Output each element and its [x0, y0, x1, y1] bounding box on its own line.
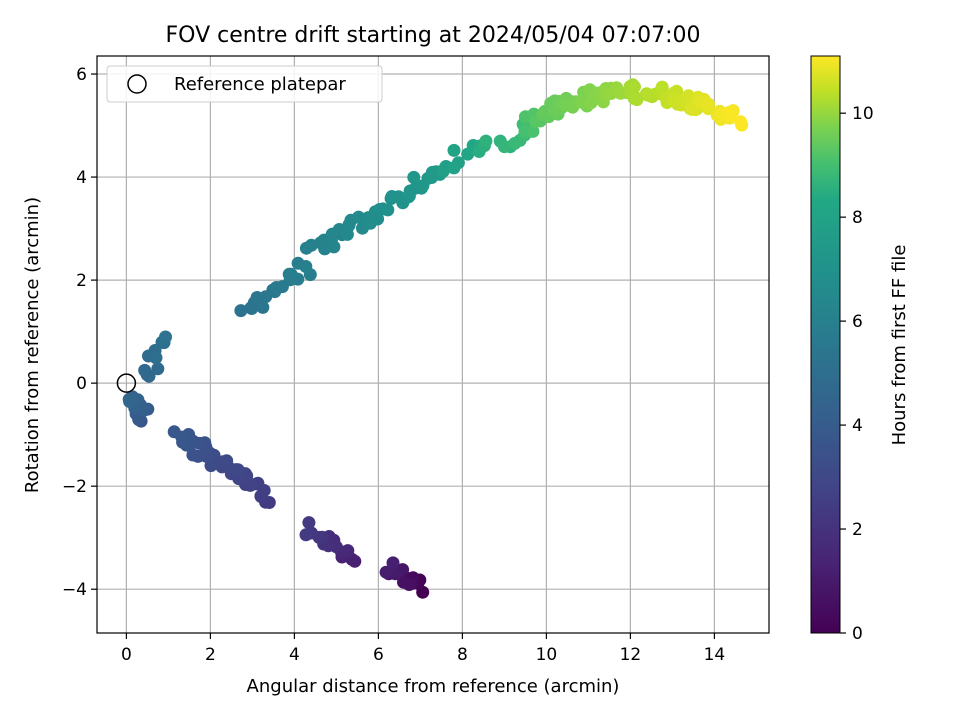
- x-tick-label: 10: [536, 645, 558, 665]
- y-tick-label: 4: [76, 168, 87, 188]
- scatter-point: [381, 203, 395, 217]
- legend-box: [106, 65, 383, 103]
- scatter-point: [167, 425, 181, 439]
- colorbar-tick-label: 0: [852, 624, 863, 644]
- y-tick-label: −4: [62, 580, 87, 600]
- legend: Reference platepar: [106, 65, 383, 103]
- scatter-point: [628, 80, 641, 94]
- colorbar-tick-label: 2: [852, 520, 863, 540]
- plot-frame: [96, 55, 770, 634]
- scatter-point: [436, 163, 450, 177]
- scatter-point: [122, 392, 136, 406]
- scatter-point: [299, 528, 313, 542]
- scatter-point: [734, 115, 748, 129]
- scatter-point: [256, 300, 270, 314]
- scatter-point: [447, 143, 461, 157]
- scatter-point: [386, 556, 400, 570]
- scatter-point: [151, 362, 165, 376]
- plot-area: [96, 55, 770, 634]
- y-tick-label: 2: [76, 271, 87, 291]
- scatter-point: [340, 227, 354, 241]
- y-tick-label: 0: [76, 374, 87, 394]
- x-tick-label: 8: [457, 645, 468, 665]
- y-axis-label: Rotation from reference (arcmin): [22, 197, 43, 493]
- colorbar-ticks: 0 2 4 6 8 10: [840, 104, 874, 644]
- x-tick-label: 6: [373, 645, 384, 665]
- colorbar-tick-label: 6: [852, 312, 863, 332]
- scatter-point: [641, 88, 655, 101]
- scatter-point: [497, 140, 511, 154]
- x-tick-label: 0: [121, 645, 132, 665]
- scatter-point: [282, 267, 296, 281]
- x-tick-label: 2: [205, 645, 216, 665]
- scatter-point: [526, 124, 540, 138]
- scatter-point: [630, 93, 644, 107]
- scatter-point: [402, 190, 415, 204]
- scatter-point: [245, 302, 259, 315]
- scatter-point: [447, 161, 461, 175]
- chart-title: FOV centre drift starting at 2024/05/04 …: [166, 23, 701, 48]
- scatter-point: [574, 95, 588, 109]
- scatter-point: [508, 136, 522, 150]
- scatter-point: [348, 554, 362, 568]
- scatter-point: [702, 97, 715, 111]
- x-tick-label: 14: [704, 645, 726, 665]
- scatter-point: [159, 330, 172, 344]
- colorbar-frame: [810, 55, 841, 634]
- scatter-point: [479, 134, 493, 148]
- scatter-point: [416, 179, 430, 193]
- scatter-point: [302, 516, 316, 530]
- scatter-point: [352, 210, 366, 224]
- x-tick-label: 4: [289, 645, 300, 665]
- legend-label-reference: Reference platepar: [174, 74, 346, 95]
- scatter-point: [327, 240, 341, 254]
- scatter-point: [138, 363, 152, 377]
- colorbar: 0 2 4 6 8 10 Hours from first FF file: [810, 55, 910, 644]
- legend-marker-reference: [127, 74, 147, 94]
- y-tick-label: −2: [62, 477, 87, 497]
- scatter-point: [723, 109, 736, 123]
- scatter-point: [397, 575, 410, 589]
- reference-marker: [116, 373, 137, 393]
- scatter-point: [655, 80, 669, 94]
- colorbar-tick-label: 10: [852, 104, 874, 124]
- scatter-point: [229, 463, 243, 477]
- y-axis-ticks: −4 −2 0 2 4 6: [62, 65, 97, 600]
- scatter-point: [299, 260, 313, 273]
- x-axis-label: Angular distance from reference (arcmin): [247, 676, 620, 697]
- scatter-point: [149, 351, 163, 365]
- colorbar-label: Hours from first FF file: [889, 245, 910, 446]
- plot-background: [97, 56, 769, 633]
- y-tick-label: 6: [76, 65, 87, 85]
- scatter-point: [379, 565, 393, 579]
- x-axis-ticks: 0 2 4 6 8 10 12 14: [121, 633, 725, 665]
- colorbar-tick-label: 8: [852, 208, 863, 228]
- scatter-point: [216, 455, 230, 469]
- data-points: [122, 78, 749, 599]
- scatter-point: [234, 304, 248, 318]
- colorbar-gradient: [811, 56, 840, 633]
- scatter-point: [407, 170, 421, 184]
- colorbar-tick-label: 4: [852, 416, 863, 436]
- scatter-point: [685, 102, 699, 116]
- x-tick-label: 12: [620, 645, 642, 665]
